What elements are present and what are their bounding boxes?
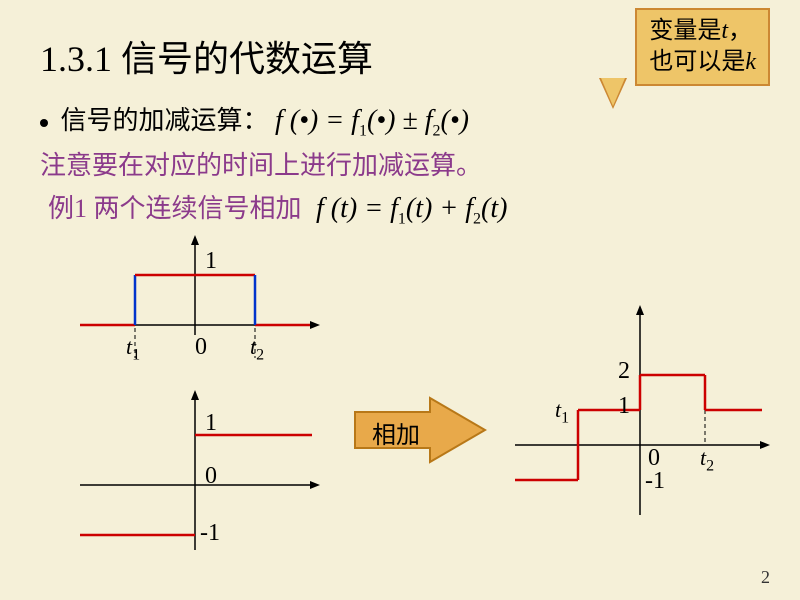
bullet-prefix: 信号的加减运算： xyxy=(61,106,269,135)
graph-top-y1: 1 xyxy=(205,248,217,275)
example-prefix: 例1 两个连续信号相加 xyxy=(48,194,302,223)
callout-box: 变量是t， 也可以是k xyxy=(635,8,770,86)
note-line: 注意要在对应的时间上进行加减运算。 xyxy=(40,145,482,182)
page-number: 2 xyxy=(761,567,770,588)
add-arrow xyxy=(350,390,490,470)
graph-r-t1: t1 xyxy=(555,397,569,427)
graph-r-y2: 2 xyxy=(618,358,630,385)
arrow-label: 相加 xyxy=(372,415,420,450)
graph-sum xyxy=(500,300,780,530)
graph-bot-yneg1: -1 xyxy=(200,520,220,547)
section-title: 1.3.1 信号的代数运算 xyxy=(40,30,373,82)
graph-r-yneg1: -1 xyxy=(645,468,665,495)
graph-r-t2: t2 xyxy=(700,445,714,475)
example-formula: f (t) = f1(t) + f2(t) xyxy=(316,193,507,224)
graph-r-y1: 1 xyxy=(618,393,630,420)
bullet-line: 信号的加减运算： f (•) = f1(•) ± f2(•) xyxy=(40,100,469,141)
callout-line2: 也可以是k xyxy=(649,47,756,78)
bullet-formula: f (•) = f1(•) ± f2(•) xyxy=(275,105,469,136)
example-line: 例1 两个连续信号相加 f (t) = f1(t) + f2(t) xyxy=(48,188,507,229)
graph-bot-x0: 0 xyxy=(205,463,217,490)
graph-top-t2: t2 xyxy=(250,334,264,364)
graph-bot-y1: 1 xyxy=(205,410,217,437)
graph-top-x0: 0 xyxy=(195,334,207,361)
callout-tail xyxy=(601,78,625,106)
graph-f2 xyxy=(60,385,330,570)
callout-line1: 变量是t， xyxy=(649,16,756,47)
bullet-icon xyxy=(40,119,48,127)
graph-top-t1: t1 xyxy=(126,334,140,364)
